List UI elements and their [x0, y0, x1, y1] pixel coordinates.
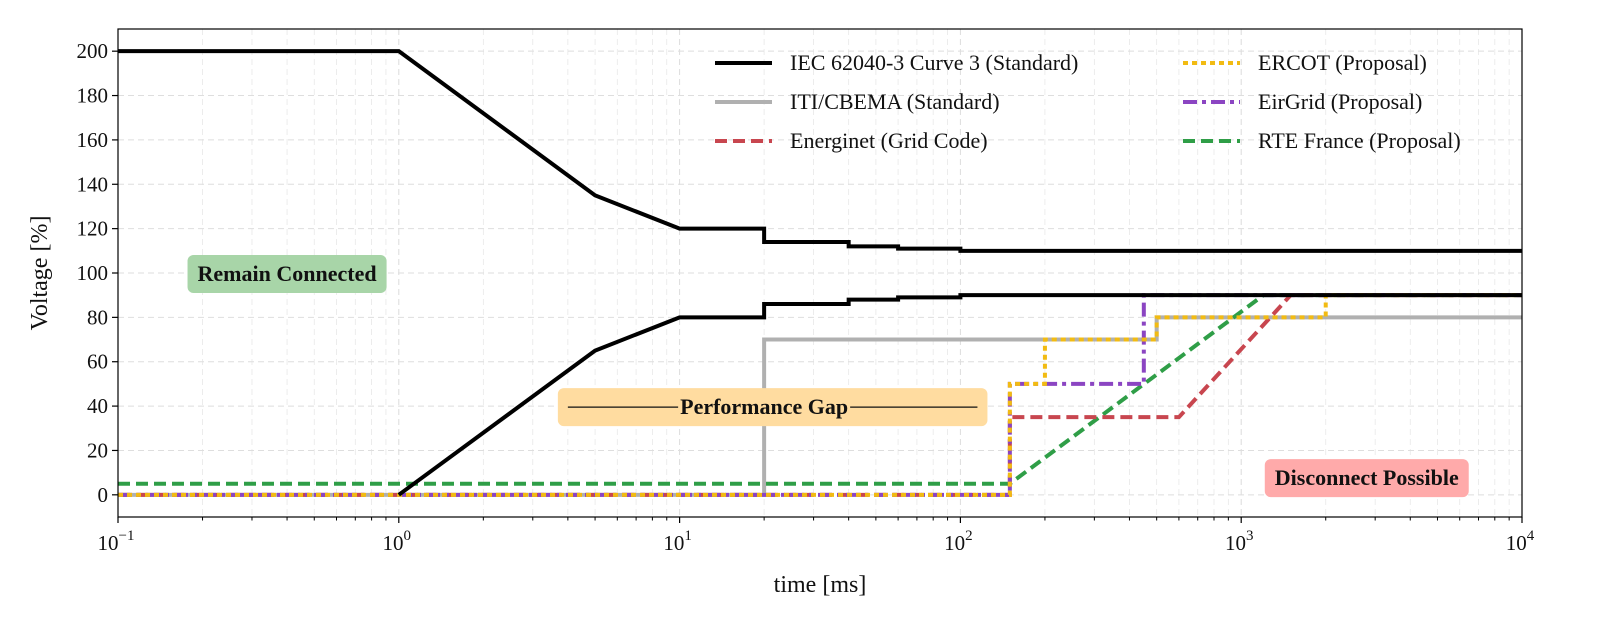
annotation-box	[187, 255, 387, 293]
ticks-layer: 0 20 40 60 80 100 120 140 160 180 200 10−1 100 101 102…	[77, 39, 1535, 555]
series-line	[118, 49, 1522, 253]
y-tick-label: 200	[77, 39, 109, 63]
annotation-label: Remain Connected	[198, 261, 377, 286]
x-tick-label: 100	[383, 528, 412, 555]
y-tick-label: 60	[87, 350, 108, 374]
legend-entry: ERCOT (Proposal)	[1258, 50, 1427, 75]
annotation-label: Disconnect Possible	[1275, 465, 1459, 490]
y-tick-label: 160	[77, 128, 109, 152]
y-tick-label: 180	[77, 84, 109, 108]
y-tick-label: 100	[77, 261, 109, 285]
x-tick-label: 10−1	[98, 528, 135, 555]
legend: IEC 62040-3 Curve 3 (Standard) ITI/CBEMA …	[715, 50, 1461, 153]
x-tick-label: 104	[1506, 528, 1535, 555]
legend-entry: RTE France (Proposal)	[1258, 128, 1461, 153]
annotation-label: Performance Gap	[680, 394, 848, 419]
y-tick-label: 40	[87, 394, 108, 418]
series-line	[397, 293, 1522, 497]
y-tick-label: 140	[77, 172, 109, 196]
legend-entry: IEC 62040-3 Curve 3 (Standard)	[790, 50, 1078, 75]
x-axis-label: time [ms]	[774, 572, 867, 598]
annotations-layer: Remain Connected Performance Gap Disconnec…	[187, 255, 1469, 498]
annotation-box	[1264, 459, 1469, 498]
x-tick-label: 102	[944, 528, 973, 555]
y-tick-label: 80	[87, 305, 108, 329]
x-tick-label: 101	[663, 528, 692, 555]
legend-entry: EirGrid (Proposal)	[1258, 89, 1422, 114]
annotation-box	[557, 388, 988, 427]
series-layer	[118, 49, 1522, 497]
x-tick-label: 103	[1225, 528, 1254, 555]
y-axis-label: Voltage [%]	[27, 216, 53, 331]
series-line	[118, 293, 1522, 497]
y-tick-label: 0	[98, 483, 109, 507]
y-tick-label: 120	[77, 217, 109, 241]
legend-entry: Energinet (Grid Code)	[790, 128, 988, 153]
y-tick-label: 20	[87, 438, 108, 462]
legend-entry: ITI/CBEMA (Standard)	[790, 89, 1000, 114]
